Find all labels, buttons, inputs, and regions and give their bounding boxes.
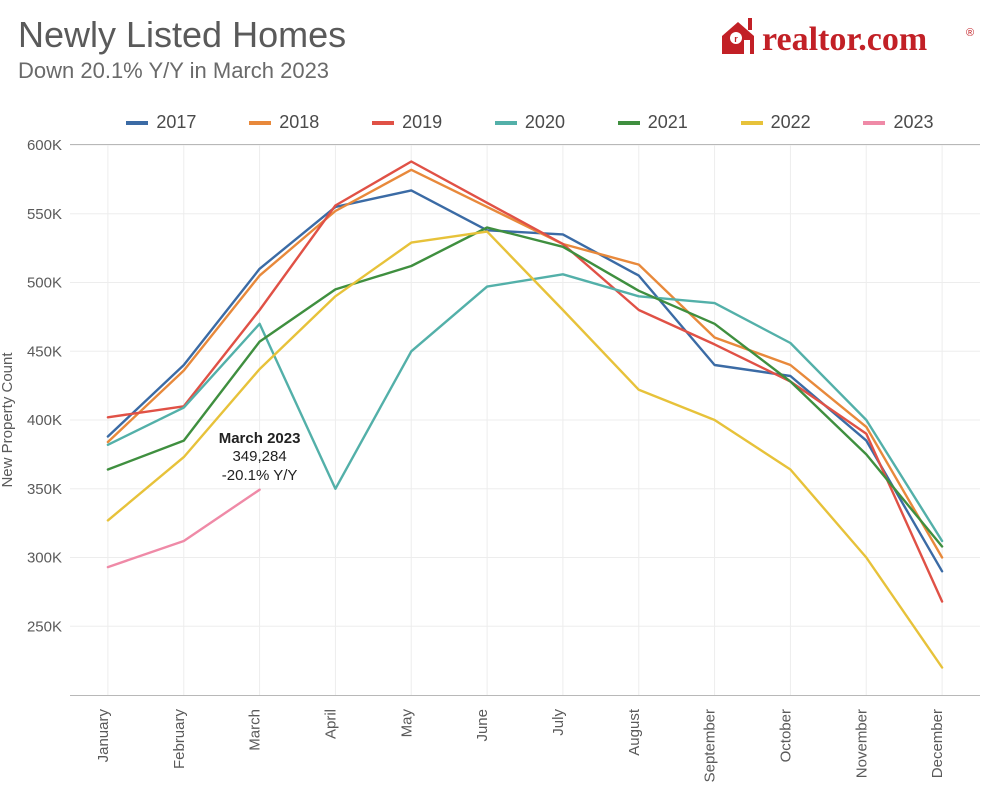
chart-container: Newly Listed Homes Down 20.1% Y/Y in Mar… xyxy=(0,0,1000,800)
x-tick-label: November xyxy=(853,709,870,778)
x-tick-label: December xyxy=(929,709,946,778)
svg-text:350K: 350K xyxy=(27,481,62,498)
series-2017[interactable] xyxy=(108,190,942,571)
y-axis-label: New Property Count xyxy=(0,352,16,487)
svg-text:400K: 400K xyxy=(27,412,62,429)
svg-text:250K: 250K xyxy=(27,618,62,635)
x-tick-label: July xyxy=(550,709,567,736)
x-tick-label: October xyxy=(777,709,794,762)
x-tick-label: June xyxy=(474,709,491,742)
x-tick-label: August xyxy=(626,708,643,756)
x-tick-label: May xyxy=(398,709,415,738)
svg-text:600K: 600K xyxy=(27,137,62,154)
svg-text:450K: 450K xyxy=(27,343,62,360)
chart-annotation: March 2023 349,284 -20.1% Y/Y xyxy=(219,430,301,486)
x-tick-label: April xyxy=(322,709,339,739)
svg-text:300K: 300K xyxy=(27,550,62,567)
svg-text:500K: 500K xyxy=(27,275,62,292)
annot-line1: March 2023 xyxy=(219,430,301,449)
x-tick-label: January xyxy=(95,709,112,763)
series-2019[interactable] xyxy=(108,162,942,602)
annot-line3: -20.1% Y/Y xyxy=(219,467,301,486)
x-tick-label: February xyxy=(171,709,188,770)
line-chart: 250K 300K 350K 400K 450K 500K 550K 600K January F… xyxy=(0,0,1000,800)
annot-line2: 349,284 xyxy=(219,448,301,467)
x-tick-label: March xyxy=(247,709,264,751)
svg-text:550K: 550K xyxy=(27,206,62,223)
x-tick-label: September xyxy=(702,709,719,782)
